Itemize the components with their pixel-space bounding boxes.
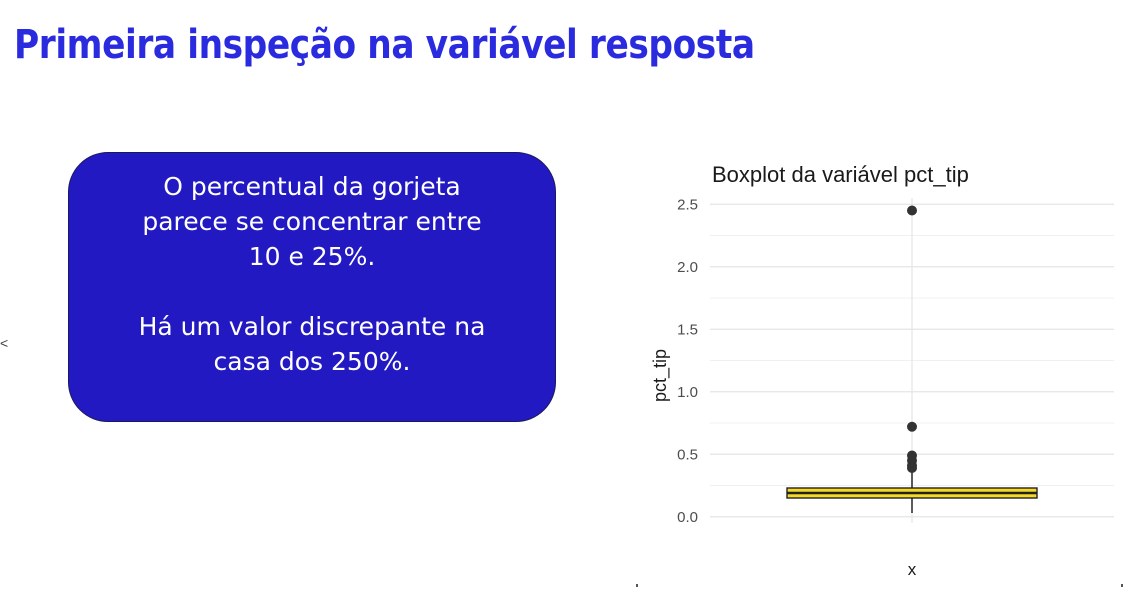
boxplot-chart: 0.0 0.5 1.0 1.5 2.0 2.5 Boxplot da variável pc…: [650, 162, 1114, 579]
callout-box: O percentual da gorjeta parece se concen…: [68, 152, 556, 422]
callout-line: Há um valor discrepante na: [138, 312, 486, 341]
outlier-point: [907, 463, 917, 473]
corner-mark: [636, 584, 638, 587]
y-tick-label: 0.5: [677, 446, 698, 463]
outlier-point: [907, 205, 917, 216]
callout-line: 10 e 25%.: [248, 242, 376, 271]
callout-line: parece se concentrar entre: [142, 207, 482, 236]
edge-mark: <: [0, 335, 9, 351]
y-axis-label: pct_tip: [650, 349, 671, 402]
x-tick-label: x: [908, 560, 917, 579]
y-tick-label: 2.0: [677, 259, 698, 276]
chart-title: Boxplot da variável pct_tip: [712, 162, 969, 187]
outlier-point: [907, 421, 917, 432]
callout-line: O percentual da gorjeta: [163, 172, 461, 201]
callout-line: casa dos 250%.: [213, 347, 411, 376]
y-tick-label: 0.0: [677, 509, 698, 526]
y-tick-label: 1.5: [677, 321, 698, 338]
y-tick-label: 1.0: [677, 384, 698, 401]
corner-mark: [1121, 584, 1123, 587]
slide-title: Primeira inspeção na variável resposta: [14, 22, 755, 68]
y-tick-label: 2.5: [677, 196, 698, 213]
